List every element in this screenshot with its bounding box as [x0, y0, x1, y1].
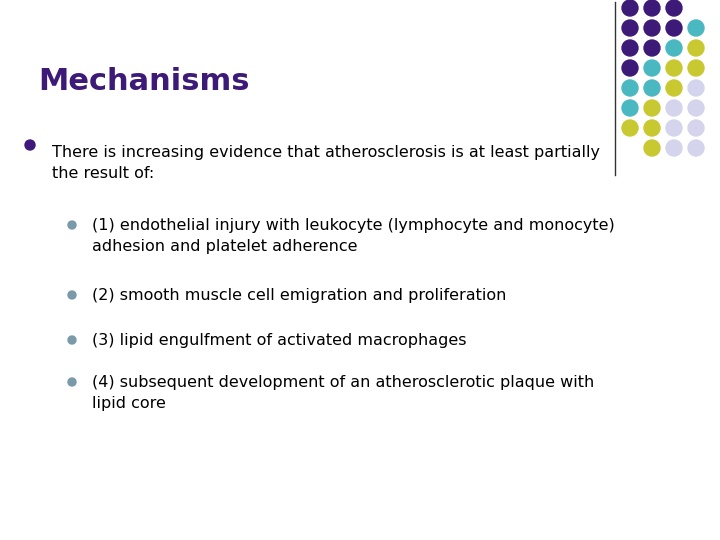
- Circle shape: [68, 378, 76, 386]
- Circle shape: [622, 20, 638, 36]
- Circle shape: [644, 80, 660, 96]
- Circle shape: [644, 120, 660, 136]
- Circle shape: [644, 140, 660, 156]
- Circle shape: [666, 140, 682, 156]
- Text: (1) endothelial injury with leukocyte (lymphocyte and monocyte)
adhesion and pla: (1) endothelial injury with leukocyte (l…: [92, 218, 615, 254]
- Circle shape: [644, 40, 660, 56]
- Text: Mechanisms: Mechanisms: [38, 68, 250, 97]
- Circle shape: [688, 100, 704, 116]
- Circle shape: [666, 20, 682, 36]
- Text: (3) lipid engulfment of activated macrophages: (3) lipid engulfment of activated macrop…: [92, 333, 467, 348]
- Text: (2) smooth muscle cell emigration and proliferation: (2) smooth muscle cell emigration and pr…: [92, 288, 506, 303]
- Text: There is increasing evidence that atherosclerosis is at least partially
the resu: There is increasing evidence that athero…: [52, 145, 600, 181]
- Circle shape: [68, 221, 76, 229]
- Circle shape: [68, 291, 76, 299]
- Circle shape: [688, 20, 704, 36]
- Circle shape: [666, 100, 682, 116]
- Text: (4) subsequent development of an atherosclerotic plaque with
lipid core: (4) subsequent development of an atheros…: [92, 375, 594, 411]
- Circle shape: [666, 40, 682, 56]
- Circle shape: [25, 140, 35, 150]
- Circle shape: [644, 60, 660, 76]
- Circle shape: [68, 336, 76, 344]
- Circle shape: [622, 60, 638, 76]
- Circle shape: [688, 40, 704, 56]
- Circle shape: [644, 20, 660, 36]
- Circle shape: [666, 120, 682, 136]
- Circle shape: [622, 40, 638, 56]
- Circle shape: [622, 100, 638, 116]
- Circle shape: [666, 80, 682, 96]
- Circle shape: [688, 60, 704, 76]
- Circle shape: [644, 0, 660, 16]
- Circle shape: [688, 120, 704, 136]
- Circle shape: [622, 0, 638, 16]
- Circle shape: [666, 60, 682, 76]
- Circle shape: [644, 100, 660, 116]
- Circle shape: [622, 80, 638, 96]
- Circle shape: [622, 120, 638, 136]
- Circle shape: [688, 80, 704, 96]
- Circle shape: [666, 0, 682, 16]
- Circle shape: [688, 140, 704, 156]
